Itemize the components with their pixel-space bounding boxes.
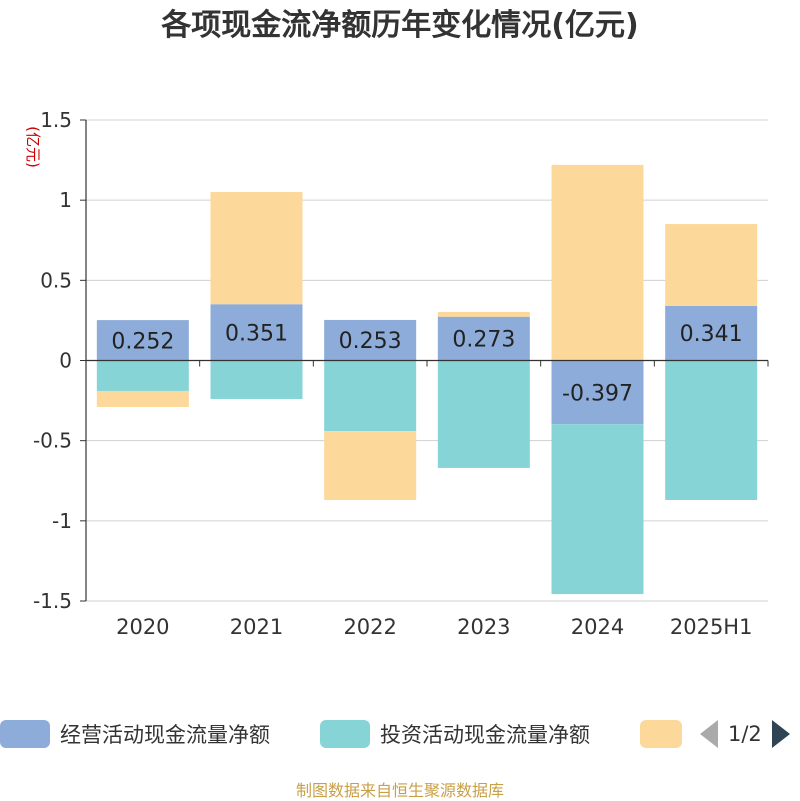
- bar-2022-series0: [324, 319, 417, 361]
- y-tick-label: 0: [59, 349, 72, 373]
- data-label: 0.341: [680, 322, 743, 347]
- bar-2024-series1: [551, 424, 644, 595]
- bar-2022-series2: [324, 431, 417, 500]
- bar-2025H1-series2: [665, 224, 758, 306]
- legend-pager: 1/2: [700, 714, 790, 754]
- x-tick-label: 2021: [230, 615, 283, 639]
- data-label: 0.253: [339, 329, 402, 354]
- x-tick-label: 2020: [116, 615, 169, 639]
- data-label: 0.273: [452, 328, 515, 353]
- bar-2023-series2: [437, 311, 530, 317]
- bar-2021-series1: [210, 360, 303, 399]
- bar-2020-series1: [96, 360, 189, 391]
- bar-2022-series1: [324, 360, 417, 432]
- x-tick-label: 2023: [457, 615, 510, 639]
- legend-item-operating[interactable]: 经营活动现金流量净额: [0, 714, 270, 754]
- y-tick-label: 0.5: [40, 268, 72, 292]
- bar-2024-series2: [551, 164, 644, 361]
- bar-2021-series0: [210, 304, 303, 361]
- chart-title: 各项现金流净额历年变化情况(亿元): [161, 8, 639, 43]
- y-tick-label: -1.5: [33, 589, 72, 613]
- bar-2024-series0: [551, 360, 644, 425]
- legend-swatch-investing: [320, 720, 370, 748]
- data-label: 0.351: [225, 321, 288, 346]
- x-tick-label: 2022: [343, 615, 396, 639]
- bar-2023-series1: [437, 360, 530, 468]
- x-tick-label: 2024: [571, 615, 624, 639]
- y-tick-label: -1: [52, 509, 72, 533]
- legend-swatch-operating: [0, 720, 50, 748]
- legend-label-operating: 经营活动现金流量净额: [60, 723, 270, 747]
- bar-2021-series2: [210, 191, 303, 305]
- y-axis-title: (亿元): [24, 126, 42, 168]
- bar-2020-series2: [96, 390, 189, 407]
- y-tick-label: 1: [59, 188, 72, 212]
- source-note: 制图数据来自恒生聚源数据库: [295, 781, 504, 800]
- data-label: -0.397: [562, 381, 633, 406]
- legend-prev-icon[interactable]: [700, 720, 718, 748]
- legend-swatch-third-series: [640, 720, 682, 748]
- bar-2020-series0: [96, 320, 189, 361]
- legend-page-indicator: 1/2: [728, 722, 762, 746]
- legend-item-third-series[interactable]: [640, 714, 692, 754]
- x-tick-label: 2025H1: [670, 615, 753, 639]
- legend-next-icon[interactable]: [771, 720, 790, 748]
- legend: 经营活动现金流量净额 投资活动现金流量净额 1/2: [0, 714, 800, 754]
- bar-2025H1-series0: [665, 305, 758, 361]
- chart-plot: (亿元) 1.5 1 0.5 0 -0.5 -1 -1.5 2020 2021 2022 2023 2…: [24, 108, 769, 639]
- bar-2023-series0: [437, 316, 530, 361]
- bar-2025H1-series1: [665, 360, 758, 500]
- y-tick-label: 1.5: [40, 108, 72, 132]
- data-label: 0.252: [111, 329, 174, 354]
- legend-item-investing[interactable]: 投资活动现金流量净额: [320, 714, 590, 754]
- y-tick-label: -0.5: [33, 429, 72, 453]
- legend-label-investing: 投资活动现金流量净额: [380, 723, 590, 747]
